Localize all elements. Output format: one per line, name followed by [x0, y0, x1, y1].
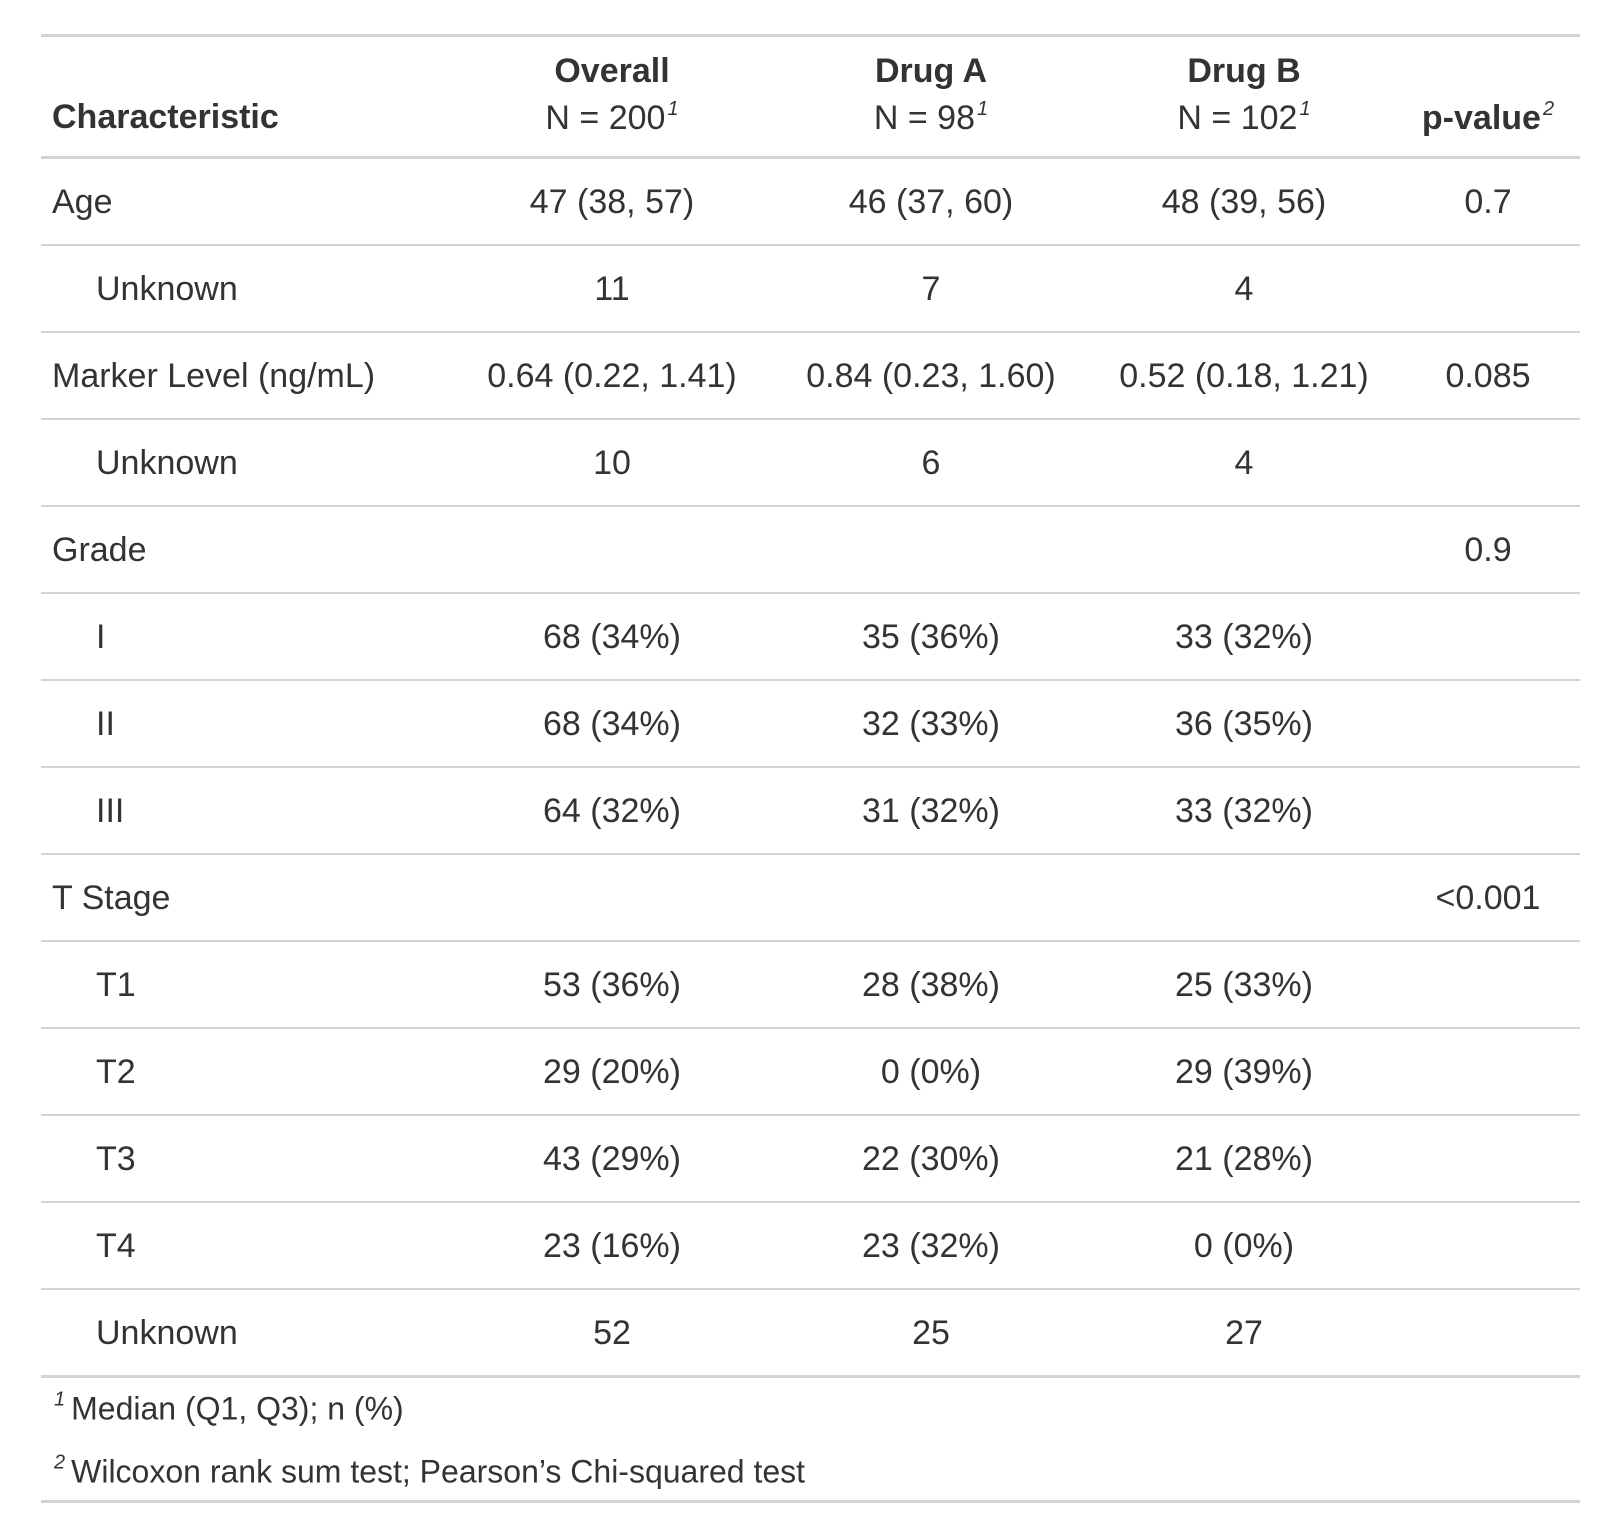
footnote-text: Median (Q1, Q3); n (%)	[71, 1390, 404, 1427]
row-label: Unknown	[96, 443, 238, 482]
column-name-text: p-value	[1421, 99, 1541, 137]
rule	[41, 244, 1580, 246]
row-label: II	[96, 704, 115, 743]
cell: 68 (34%)	[543, 617, 681, 656]
cell: 0 (0%)	[1193, 1226, 1295, 1265]
cell: 64 (32%)	[543, 791, 681, 830]
row-label: III	[96, 791, 125, 830]
cell: 4	[1234, 269, 1254, 308]
rule	[41, 853, 1580, 855]
cell: 25 (33%)	[1175, 965, 1313, 1004]
cell: 6	[921, 443, 941, 482]
column-n: N = 102 1	[1177, 99, 1310, 135]
footnote-mark: 1	[977, 98, 989, 120]
footnote: 2 Wilcoxon rank sum test; Pearson’s Chi-s…	[52, 1453, 805, 1488]
cell: 10	[593, 443, 631, 482]
rule	[41, 1027, 1580, 1029]
row-label: T2	[96, 1052, 136, 1091]
footnote-mark: 1	[667, 98, 679, 120]
cell: 0.84 (0.23, 1.60)	[806, 356, 1056, 395]
rule	[41, 418, 1580, 420]
rule	[41, 34, 1580, 37]
p-value: 0.7	[1464, 182, 1512, 221]
header-label: Characteristic	[52, 98, 279, 136]
row-label: Grade	[52, 530, 147, 569]
column-n: N = 98 1	[874, 99, 988, 135]
rule	[41, 1114, 1580, 1116]
cell: 25	[912, 1313, 950, 1352]
footnote-mark: 2	[1542, 98, 1555, 120]
footnote-text: Wilcoxon rank sum test; Pearson’s Chi-sq…	[71, 1453, 806, 1490]
rule	[41, 1500, 1580, 1503]
row-label: Unknown	[96, 1313, 238, 1352]
rule	[41, 505, 1580, 507]
cell: 0.52 (0.18, 1.21)	[1119, 356, 1369, 395]
cell: 33 (32%)	[1175, 791, 1313, 830]
row-label: Unknown	[96, 269, 238, 308]
cell: 47 (38, 57)	[529, 182, 695, 221]
column-name: Overall	[554, 52, 670, 90]
row-label: T1	[96, 965, 136, 1004]
cell: 35 (36%)	[862, 617, 1000, 656]
row-label: T Stage	[52, 878, 171, 917]
cell: 52	[593, 1313, 631, 1352]
column-n-text: N = 102	[1177, 99, 1298, 137]
cell: 46 (37, 60)	[848, 182, 1014, 221]
cell: 43 (29%)	[543, 1139, 681, 1178]
row-label: T4	[96, 1226, 136, 1265]
rule	[41, 592, 1580, 594]
cell: 7	[921, 269, 941, 308]
cell: 29 (20%)	[543, 1052, 681, 1091]
cell: 0 (0%)	[880, 1052, 982, 1091]
cell: 23 (16%)	[543, 1226, 681, 1265]
cell: 11	[594, 269, 630, 308]
footnote-mark: 2	[54, 1451, 66, 1474]
rule	[41, 940, 1580, 942]
row-label: Marker Level (ng/mL)	[52, 356, 376, 395]
column-name: Drug A	[874, 52, 988, 90]
p-value: 0.9	[1464, 530, 1512, 569]
rule	[41, 679, 1580, 681]
row-label: Age	[52, 182, 113, 221]
row-label: T3	[96, 1139, 136, 1178]
column-name: Drug B	[1187, 52, 1301, 90]
rule	[41, 1375, 1580, 1378]
cell: 21 (28%)	[1175, 1139, 1313, 1178]
column-n-text: N = 98	[873, 99, 975, 137]
cell: 28 (38%)	[862, 965, 1000, 1004]
cell: 31 (32%)	[862, 791, 1000, 830]
rule	[41, 331, 1580, 333]
p-value: <0.001	[1435, 878, 1541, 917]
footnote: 1 Median (Q1, Q3); n (%)	[52, 1390, 404, 1425]
cell: 48 (39, 56)	[1161, 182, 1327, 221]
cell: 32 (33%)	[862, 704, 1000, 743]
rule	[41, 156, 1580, 159]
footnote-mark: 1	[1299, 98, 1311, 120]
footnote-mark: 1	[54, 1388, 66, 1411]
cell: 33 (32%)	[1175, 617, 1313, 656]
rule	[41, 1201, 1580, 1203]
row-label: I	[96, 617, 106, 656]
cell: 29 (39%)	[1175, 1052, 1313, 1091]
cell: 23 (32%)	[862, 1226, 1000, 1265]
column-n-text: N = 200	[545, 99, 666, 137]
cell: 0.64 (0.22, 1.41)	[487, 356, 737, 395]
cell: 36 (35%)	[1175, 704, 1313, 743]
cell: 27	[1225, 1313, 1263, 1352]
rule	[41, 1288, 1580, 1290]
column-name: p-value 2	[1422, 99, 1554, 135]
rule	[41, 766, 1580, 768]
p-value: 0.085	[1445, 356, 1531, 395]
cell: 4	[1234, 443, 1254, 482]
cell: 22 (30%)	[862, 1139, 1000, 1178]
cell: 68 (34%)	[543, 704, 681, 743]
column-n: N = 200 1	[545, 99, 678, 135]
cell: 53 (36%)	[543, 965, 681, 1004]
